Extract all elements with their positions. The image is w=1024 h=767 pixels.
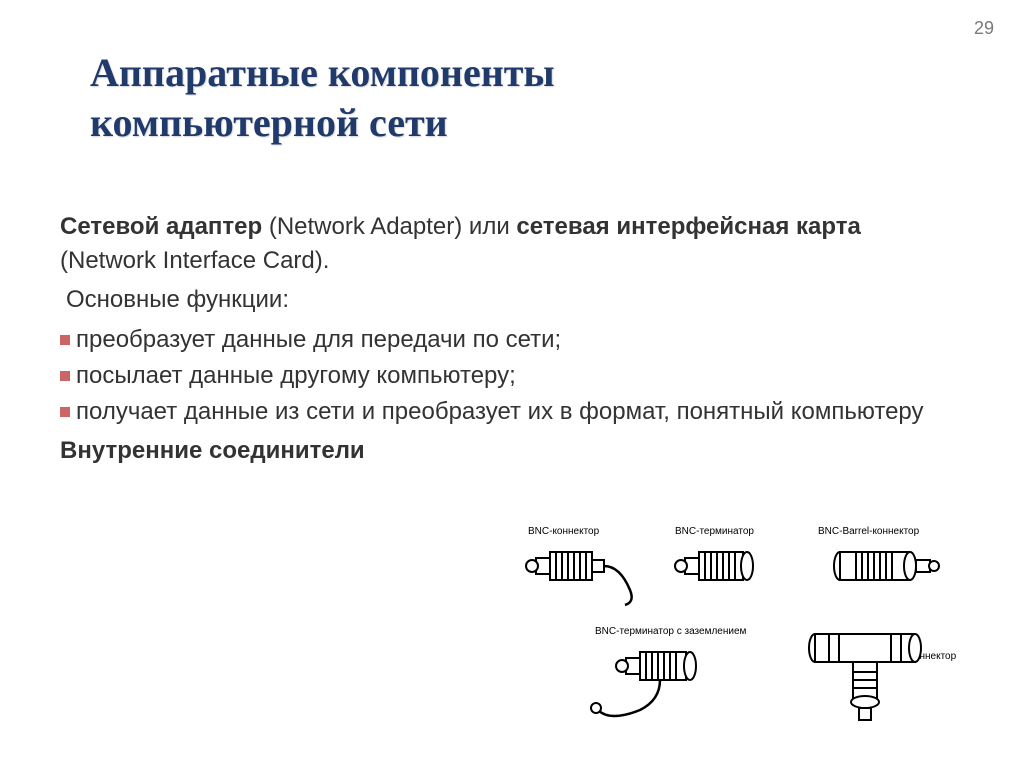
intro-plain-2: (Network Interface Card). [60,247,329,274]
page-number: 29 [974,18,994,39]
diagram-label: BNC-Barrel-коннектор [818,526,919,537]
connectors-diagram: BNC-коннектор BNC-терминатор BNC-Barrel-… [500,526,990,736]
diagram-label: BNC-терминатор [675,526,754,537]
bnc-connector-icon [510,540,640,610]
bullet-icon [60,371,70,381]
bullet-icon [60,335,70,345]
intro-plain-1: (Network Adapter) или [262,213,516,240]
diagram-label: BNC-терминатор с заземлением [595,626,746,637]
bold-term-1: Сетевой адаптер [60,213,262,240]
bullet-text: посылает данные другому компьютеру; [76,359,960,393]
bullet-item: преобразует данные для передачи по сети; [60,323,960,357]
subtitle: Основные функции: [66,283,960,317]
bullet-text: получает данные из сети и преобразует их… [76,395,960,429]
title-line-1: Аппаратные компоненты [90,50,555,95]
bullet-icon [60,407,70,417]
bullet-item: получает данные из сети и преобразует их… [60,395,960,429]
diagram-label: BNC-коннектор [528,526,599,537]
slide-title: Аппаратные компоненты компьютерной сети [90,48,555,148]
bold-term-2: сетевая интерфейсная карта [516,213,860,240]
t-connector-icon [795,622,965,732]
intro-paragraph: Сетевой адаптер (Network Adapter) или се… [60,210,960,277]
bullet-text: преобразует данные для передачи по сети; [76,323,960,357]
title-line-2: компьютерной сети [90,100,448,145]
bnc-barrel-icon [820,540,950,600]
section-label: Внутренние соединители [60,437,960,465]
content-area: Сетевой адаптер (Network Adapter) или се… [60,210,960,465]
bnc-terminator-ground-icon [590,640,760,730]
bullet-item: посылает данные другому компьютеру; [60,359,960,393]
bnc-terminator-icon [665,540,785,600]
